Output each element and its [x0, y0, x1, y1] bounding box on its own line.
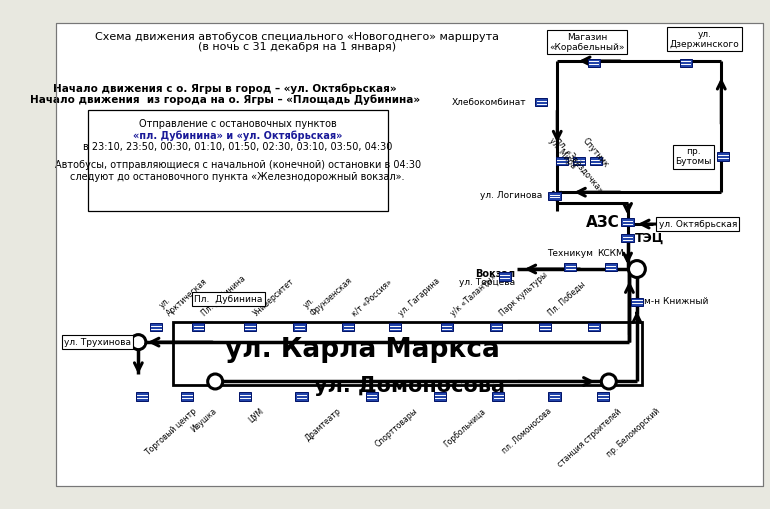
Bar [564, 263, 577, 271]
Text: Начало движения  из города на о. Ягры – «Площадь Дубинина»: Начало движения из города на о. Ягры – «… [29, 95, 420, 105]
Text: м-н Книжный: м-н Книжный [644, 297, 709, 306]
Bar [717, 152, 729, 161]
Text: ЦУМ: ЦУМ [247, 407, 266, 425]
Bar [492, 392, 504, 401]
Bar [244, 323, 256, 331]
Bar [631, 298, 643, 306]
Text: ул. Логинова: ул. Логинова [480, 191, 542, 201]
Bar [366, 392, 378, 401]
Text: Схема движения автобусов специального «Новогоднего» маршрута: Схема движения автобусов специального «Н… [95, 32, 499, 42]
Text: КСКМ: КСКМ [598, 249, 624, 258]
Text: Драмтеатр: Драмтеатр [303, 407, 343, 443]
Text: ул. Гагарина: ул. Гагарина [397, 276, 442, 318]
Bar [342, 323, 354, 331]
Text: ул. Октябрьская: ул. Октябрьская [658, 219, 737, 229]
Text: станция строителей: станция строителей [556, 407, 624, 469]
Bar [181, 392, 193, 401]
Bar [548, 392, 561, 401]
Text: (в ночь с 31 декабря на 1 января): (в ночь с 31 декабря на 1 января) [198, 42, 396, 52]
Bar [535, 98, 547, 106]
Bar [556, 157, 568, 165]
Bar [440, 323, 453, 331]
Text: ул. Карла Маркса: ул. Карла Маркса [225, 336, 500, 362]
Bar [239, 392, 251, 401]
Bar [499, 272, 511, 281]
Text: к/т «Россия»: к/т «Россия» [350, 277, 394, 318]
Bar [88, 110, 387, 211]
Text: ул. Домоносова: ул. Домоносова [313, 376, 504, 396]
Circle shape [131, 334, 146, 350]
Bar [389, 323, 401, 331]
Text: пл. «Звёздочка»: пл. «Звёздочка» [553, 136, 604, 195]
Bar [597, 392, 609, 401]
Text: Магазин
«Корабельный»: Магазин «Корабельный» [550, 33, 625, 52]
Text: Пл. Победы: Пл. Победы [547, 280, 588, 318]
Text: Вокзал: Вокзал [475, 269, 515, 279]
Bar [604, 263, 617, 271]
Text: ул.
Арктическая: ул. Арктическая [158, 269, 209, 318]
Text: Начало движения с о. Ягры в город – «ул. Октябрьская»: Начало движения с о. Ягры в город – «ул.… [53, 83, 397, 94]
Text: Парк культуры: Парк культуры [498, 270, 550, 318]
Text: ТЭЦ: ТЭЦ [635, 232, 665, 245]
Circle shape [601, 374, 616, 389]
Bar [434, 392, 446, 401]
Bar [621, 218, 634, 227]
Bar [293, 323, 306, 331]
Bar [657, 220, 669, 228]
Text: Автобусы, отправляющиеся с начальной (конечной) остановки в 04:30: Автобусы, отправляющиеся с начальной (ко… [55, 160, 420, 171]
Text: следуют до остановочного пункта «Железнодорожный вокзал».: следуют до остановочного пункта «Железно… [70, 172, 405, 182]
Bar [680, 59, 691, 67]
Text: ул. Мира: ул. Мира [547, 136, 578, 170]
Bar [588, 323, 600, 331]
Text: пр.
Бутомы: пр. Бутомы [675, 147, 711, 166]
Bar [173, 322, 641, 385]
Bar [296, 392, 307, 401]
Bar [136, 392, 148, 401]
Bar [539, 323, 551, 331]
Text: в 23:10, 23:50, 00:30, 01:10, 01:50, 02:30, 03:10, 03:50, 04:30: в 23:10, 23:50, 00:30, 01:10, 01:50, 02:… [83, 142, 393, 152]
Text: Спорттовары: Спорттовары [373, 407, 420, 449]
Text: ул.
Фрунзенская: ул. Фрунзенская [301, 268, 354, 318]
Text: Торговый центр: Торговый центр [144, 407, 199, 457]
Text: Хлебокомбинат: Хлебокомбинат [452, 98, 527, 107]
Text: у/к «Таланты»: у/к «Таланты» [449, 272, 498, 318]
Text: Техникум: Техникум [547, 249, 594, 258]
Text: пл. Ломоносова: пл. Ломоносова [500, 407, 553, 456]
Bar [150, 323, 162, 331]
Text: Ивушка: Ивушка [189, 407, 218, 434]
Bar [490, 323, 503, 331]
Bar [573, 157, 585, 165]
Text: Отправление с остановочных пунктов: Отправление с остановочных пунктов [139, 119, 336, 129]
Bar [132, 338, 145, 346]
Text: Горбольница: Горбольница [442, 407, 487, 449]
Circle shape [208, 374, 223, 389]
Text: ул.
Дзержинского: ул. Дзержинского [670, 30, 739, 49]
Bar [548, 192, 561, 200]
Bar [621, 234, 634, 242]
Text: пр. Беломорский: пр. Беломорский [605, 407, 661, 459]
Text: Пл. Дубинина: Пл. Дубинина [200, 274, 248, 318]
Bar [588, 59, 600, 67]
Bar [590, 157, 602, 165]
Bar [192, 323, 204, 331]
Circle shape [628, 261, 645, 277]
Text: ул. Торцева: ул. Торцева [459, 278, 515, 288]
Text: Пл.  Дубинина: Пл. Дубинина [194, 295, 263, 303]
Text: АЗС: АЗС [586, 215, 620, 230]
Text: «пл. Дубинина» и «ул. Октябрьская»: «пл. Дубинина» и «ул. Октябрьская» [133, 130, 343, 141]
Text: Университет: Университет [252, 276, 296, 318]
Text: Спутник: Спутник [581, 136, 611, 169]
Text: ул. Трухинова: ул. Трухинова [64, 337, 131, 347]
